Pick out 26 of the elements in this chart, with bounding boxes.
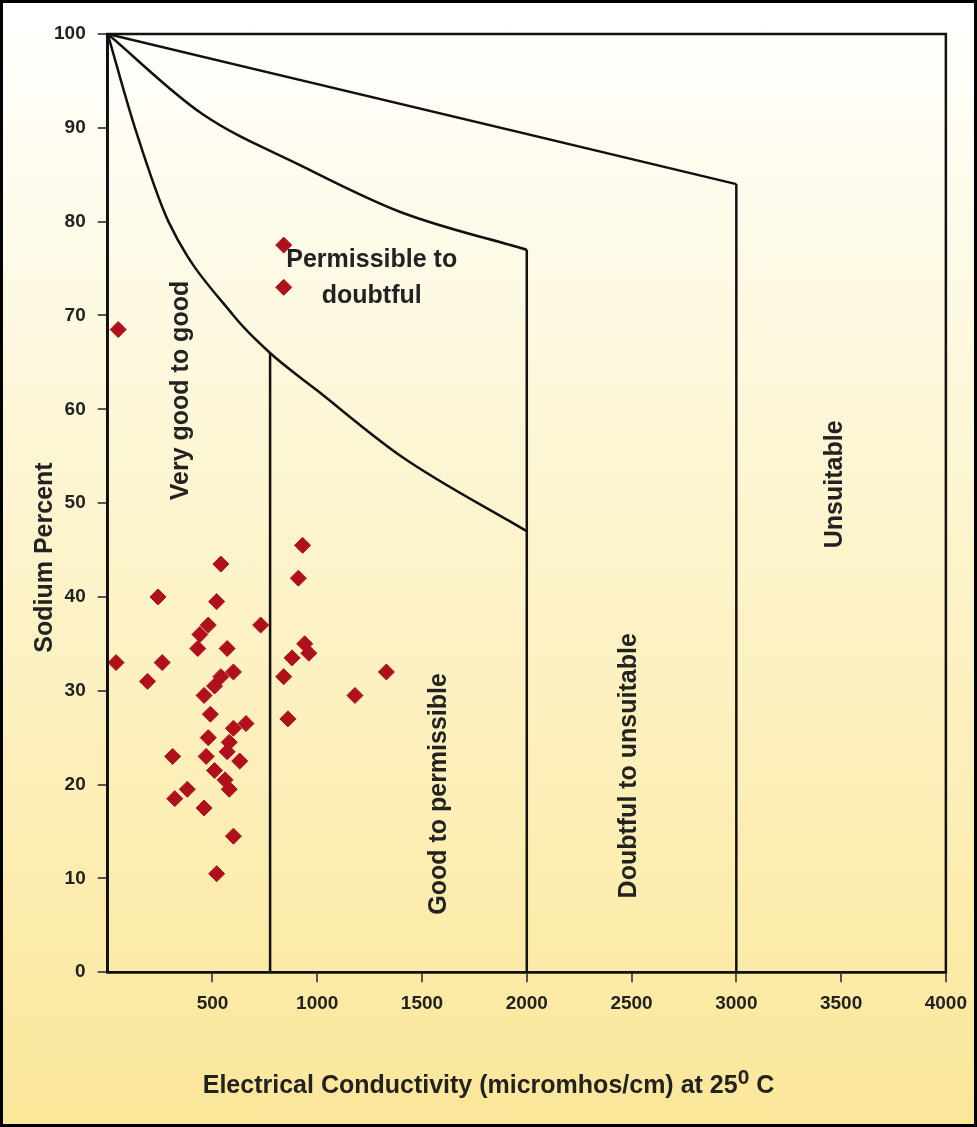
annotation: Good to permissible bbox=[422, 673, 451, 915]
y-tick-label: 20 bbox=[64, 772, 86, 794]
y-tick-label: 100 bbox=[54, 22, 86, 44]
y-tick-label: 70 bbox=[64, 303, 86, 325]
y-tick-label: 0 bbox=[75, 960, 86, 982]
y-tick-label: 40 bbox=[64, 585, 86, 607]
annotation: Unsuitable bbox=[818, 420, 847, 549]
y-tick-label: 90 bbox=[64, 116, 86, 138]
annotation: Permissible to doubtful bbox=[286, 243, 458, 308]
x-tick-label: 2000 bbox=[505, 991, 548, 1013]
x-tick-label: 1500 bbox=[400, 991, 444, 1013]
x-tick-label: 500 bbox=[196, 991, 229, 1013]
x-tick-label: 2500 bbox=[610, 991, 653, 1013]
y-tick-label: 30 bbox=[64, 678, 86, 700]
y-tick-label: 10 bbox=[64, 866, 86, 888]
y-tick-label: 60 bbox=[64, 397, 86, 419]
x-axis-title: Electrical Conductivity (micromhos/cm) at 25$^{0}$ C bbox=[201, 1065, 776, 1100]
y-axis-title: Sodium Percent bbox=[28, 461, 58, 655]
x-tick-label: 1000 bbox=[296, 991, 339, 1013]
annotation: Very good to good bbox=[164, 280, 193, 501]
y-tick-label: 80 bbox=[64, 209, 86, 231]
x-tick-label: 3000 bbox=[715, 991, 758, 1013]
y-tick-label: 50 bbox=[64, 491, 86, 513]
annotation: Doubtful to unsuitable bbox=[613, 633, 642, 899]
x-tick-label: 4000 bbox=[924, 991, 968, 1013]
x-tick-label: 3500 bbox=[819, 991, 863, 1013]
